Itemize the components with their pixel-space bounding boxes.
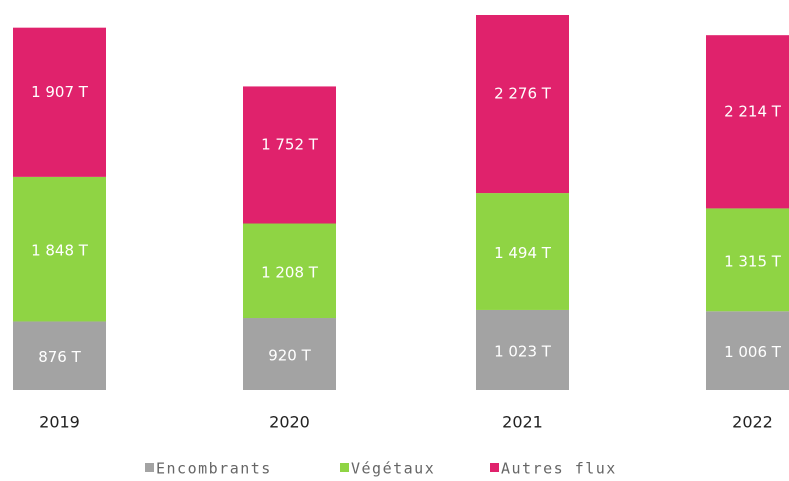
bar-segment bbox=[243, 86, 336, 224]
value-label: 2 214 T bbox=[724, 102, 782, 120]
legend-label: Végétaux bbox=[351, 460, 435, 478]
bar-segment bbox=[476, 309, 569, 390]
value-label: 1 208 T bbox=[261, 263, 319, 281]
bar-segment bbox=[243, 318, 336, 390]
x-tick-label: 2021 bbox=[502, 413, 543, 432]
x-tick-label: 2020 bbox=[269, 413, 310, 432]
bar-segment bbox=[706, 311, 789, 390]
bar-segment bbox=[13, 176, 106, 322]
x-tick-label: 2019 bbox=[39, 413, 80, 432]
value-label: 1 006 T bbox=[724, 343, 782, 361]
value-label: 1 315 T bbox=[724, 252, 782, 270]
bar-segment bbox=[476, 193, 569, 310]
value-label: 1 848 T bbox=[31, 242, 89, 260]
bar-segment bbox=[476, 15, 569, 194]
value-label: 920 T bbox=[268, 347, 311, 365]
legend-swatch bbox=[340, 463, 349, 472]
x-tick-label: 2022 bbox=[732, 413, 773, 432]
bar-segment bbox=[706, 35, 789, 209]
bar-segment bbox=[706, 208, 789, 312]
value-label: 1 023 T bbox=[494, 342, 552, 360]
legend-swatch bbox=[490, 463, 499, 472]
bar-segment bbox=[13, 321, 106, 390]
legend-label: Autres flux bbox=[501, 460, 617, 478]
value-label: 1 494 T bbox=[494, 244, 552, 262]
legend-label: Encombrants bbox=[156, 460, 272, 478]
value-label: 1 752 T bbox=[261, 135, 319, 153]
value-label: 1 907 T bbox=[31, 83, 89, 101]
value-label: 876 T bbox=[38, 348, 81, 366]
legend-swatch bbox=[145, 463, 154, 472]
bar-segment bbox=[243, 223, 336, 319]
value-label: 2 276 T bbox=[494, 85, 552, 103]
bar-segment bbox=[13, 27, 106, 177]
